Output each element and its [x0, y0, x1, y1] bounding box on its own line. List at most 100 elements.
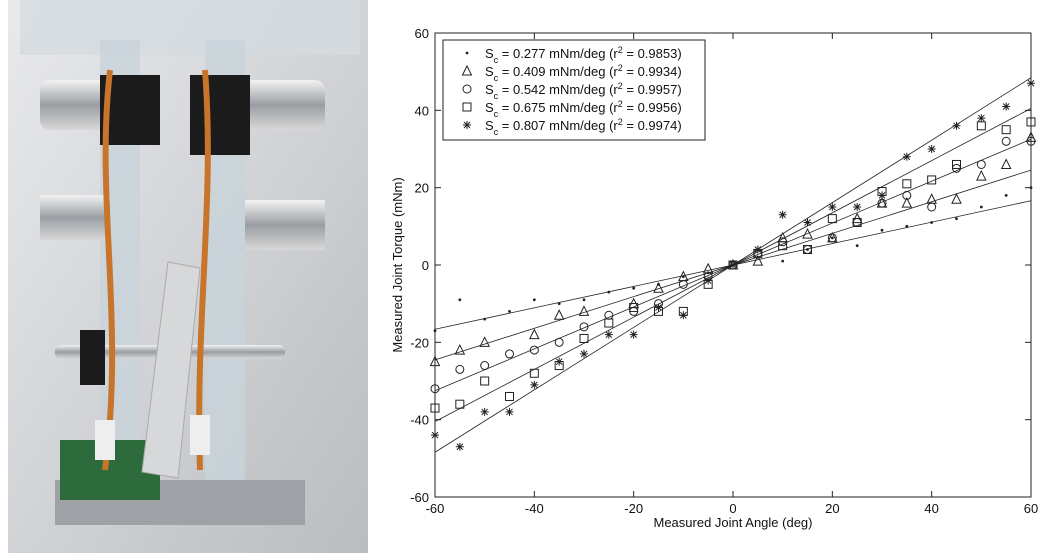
- legend-text: c: [494, 73, 499, 83]
- marker: [1026, 136, 1036, 146]
- marker: [1025, 131, 1037, 142]
- marker: [778, 241, 788, 251]
- marker: [480, 376, 490, 386]
- marker: [828, 203, 837, 211]
- marker: [901, 197, 913, 208]
- y-tick-label: -40: [410, 413, 429, 428]
- marker: [532, 298, 536, 302]
- marker: [433, 329, 437, 333]
- marker: [930, 221, 934, 224]
- marker: [951, 193, 962, 204]
- legend-text: 2: [618, 45, 623, 55]
- legend-text: S: [485, 46, 494, 61]
- marker: [1026, 117, 1036, 127]
- marker: [979, 205, 983, 209]
- marker: [654, 303, 663, 312]
- legend-text: S: [485, 64, 494, 79]
- legend-text: = 0.9957): [623, 82, 682, 97]
- marker: [952, 121, 961, 130]
- marker: [905, 224, 909, 228]
- marker: [902, 152, 911, 161]
- marker: [578, 305, 590, 316]
- y-tick-label: 60: [415, 26, 429, 41]
- marker: [455, 399, 465, 409]
- marker: [927, 202, 937, 212]
- y-tick-label: 20: [415, 181, 429, 196]
- marker: [454, 343, 466, 355]
- marker: [430, 403, 440, 413]
- legend-text: c: [494, 127, 499, 137]
- marker: [802, 227, 813, 239]
- marker: [529, 328, 540, 340]
- marker: [1002, 102, 1011, 111]
- legend-marker: [462, 84, 472, 94]
- x-tick-label: 40: [924, 501, 938, 516]
- legend-text: = 0.9934): [623, 64, 682, 79]
- marker: [431, 431, 439, 440]
- marker: [530, 380, 539, 389]
- marker: [505, 407, 514, 416]
- x-tick-label: -60: [426, 501, 445, 516]
- marker: [455, 442, 464, 451]
- marker: [976, 169, 987, 181]
- marker: [455, 364, 465, 374]
- legend-text: S: [485, 100, 494, 115]
- marker: [579, 333, 589, 343]
- marker: [806, 248, 809, 251]
- marker: [604, 318, 614, 328]
- marker: [678, 279, 688, 289]
- y-tick-label: 0: [422, 258, 429, 273]
- legend-marker: [462, 102, 472, 112]
- marker: [976, 159, 986, 169]
- marker: [927, 175, 937, 185]
- legend-label: Sc = 0.542 mNm/deg (r2 = 0.9957): [485, 81, 682, 101]
- x-tick-label: -40: [525, 501, 544, 516]
- marker: [632, 286, 636, 290]
- x-axis-label: Measured Joint Angle (deg): [654, 515, 813, 530]
- marker: [505, 391, 514, 401]
- marker: [803, 218, 812, 227]
- legend-text: S: [485, 118, 494, 133]
- legend-label: Sc = 0.807 mNm/deg (r2 = 0.9974): [485, 117, 682, 137]
- marker: [855, 244, 859, 248]
- marker: [902, 190, 912, 200]
- legend-marker: [461, 64, 473, 76]
- legend-label: Sc = 0.277 mNm/deg (r2 = 0.9853): [485, 45, 682, 65]
- marker: [752, 255, 764, 266]
- legend-text: = 0.9853): [623, 46, 682, 61]
- marker: [955, 217, 958, 221]
- marker: [508, 310, 511, 313]
- marker: [557, 302, 561, 306]
- legend-marker: [463, 121, 471, 129]
- x-tick-label: -20: [624, 501, 643, 516]
- marker: [458, 298, 462, 302]
- marker: [827, 214, 837, 224]
- y-tick-label: 40: [415, 103, 429, 118]
- marker: [483, 317, 487, 321]
- legend-label: Sc = 0.675 mNm/deg (r2 = 0.9956): [485, 99, 682, 119]
- marker: [430, 384, 440, 394]
- legend-text: 2: [618, 117, 623, 127]
- marker: [852, 217, 862, 227]
- legend-text: c: [494, 91, 499, 101]
- marker: [505, 349, 514, 359]
- marker: [629, 303, 639, 313]
- legend-text: 2: [618, 81, 623, 91]
- legend-text: c: [494, 55, 499, 65]
- marker: [1001, 136, 1011, 146]
- marker: [479, 336, 490, 347]
- y-tick-label: -60: [410, 490, 429, 505]
- marker: [582, 298, 586, 302]
- marker: [778, 210, 787, 219]
- marker: [827, 233, 837, 243]
- marker: [704, 276, 713, 285]
- marker: [1001, 125, 1011, 135]
- marker: [927, 145, 936, 153]
- marker: [555, 357, 564, 366]
- y-tick-label: -20: [410, 335, 429, 350]
- marker: [679, 311, 688, 320]
- marker: [1029, 186, 1033, 190]
- legend-text: S: [485, 82, 494, 97]
- marker: [880, 228, 884, 232]
